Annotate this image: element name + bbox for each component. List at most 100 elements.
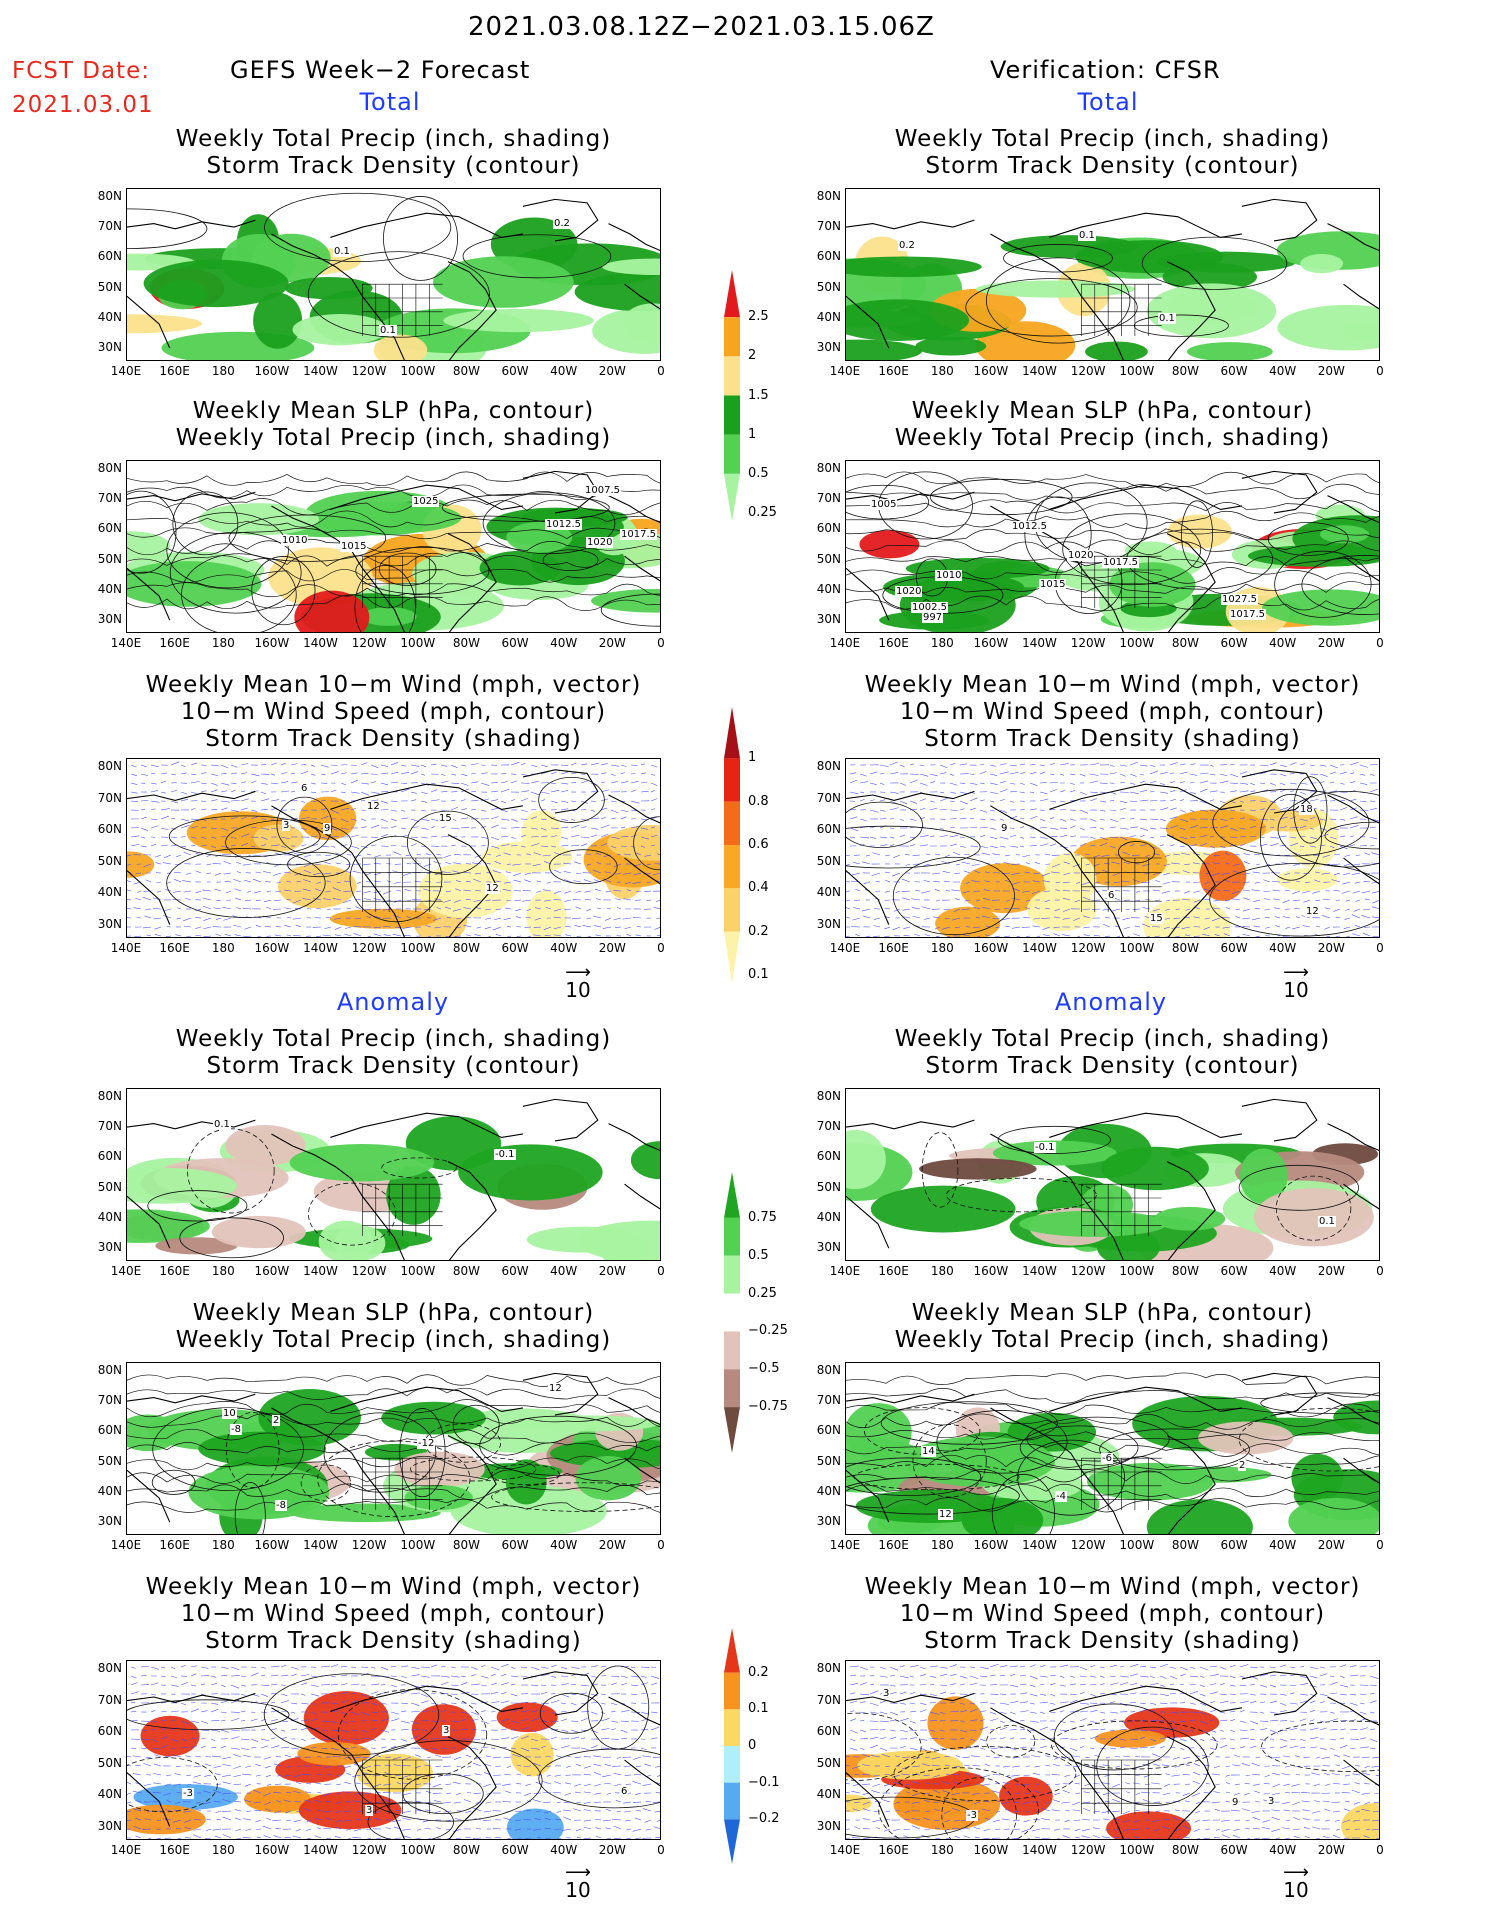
wind-vector: [440, 826, 446, 829]
wind-vector: [602, 926, 612, 929]
panel-title-cfsr-anom-precip-line1: Weekly Total Precip (inch, shading): [894, 1026, 1331, 1052]
wind-vector: [242, 1754, 252, 1758]
wind-vector: [1089, 791, 1098, 794]
wind-vector: [1259, 1711, 1265, 1714]
wind-vector: [127, 854, 132, 857]
wind-vector: [490, 836, 500, 841]
wind-vector: [516, 1764, 522, 1767]
wind-vector: [434, 926, 442, 929]
wind-vector: [384, 1764, 392, 1767]
wind-vector: [636, 890, 642, 892]
wind-vector: [290, 781, 298, 784]
wind-vector: [130, 1682, 138, 1686]
wind-vector: [394, 881, 402, 884]
coastline: [624, 857, 660, 885]
wind-vector: [613, 890, 622, 892]
wind-vector: [1019, 1665, 1026, 1668]
wind-vector: [1009, 764, 1017, 767]
wind-vector: [235, 1828, 242, 1832]
wind-vector: [175, 1801, 182, 1804]
lon-tick-label: 20W: [598, 364, 626, 378]
wind-vector: [846, 854, 851, 857]
wind-vector: [1179, 1738, 1187, 1742]
wind-vector: [889, 1729, 896, 1732]
wind-vector: [1249, 782, 1255, 786]
wind-vector: [480, 798, 490, 802]
wind-vector: [871, 1790, 881, 1794]
wind-vector: [632, 917, 642, 919]
contour-label: -0.1: [1034, 1142, 1056, 1153]
wind-vector: [1135, 890, 1141, 893]
wind-vector: [959, 1675, 968, 1679]
wind-vector: [573, 880, 582, 883]
wind-vector: [260, 764, 267, 766]
wind-vector: [1255, 1756, 1261, 1759]
wind-vector: [556, 1810, 562, 1814]
wind-vector: [919, 782, 928, 786]
wind-vector: [1079, 1683, 1086, 1686]
wind-vector: [516, 1773, 522, 1776]
wind-vector: [495, 854, 502, 857]
wind-vector: [494, 917, 502, 921]
wind-vector: [453, 862, 462, 865]
wind-vector: [1343, 926, 1351, 930]
wind-vector: [1359, 1737, 1366, 1740]
contour-line: [152, 1407, 304, 1491]
wind-vector: [190, 1720, 199, 1723]
wind-vector: [1032, 880, 1041, 883]
wind-vector: [1211, 872, 1221, 876]
wind-vector: [1139, 1675, 1149, 1678]
lon-tick-label: 140W: [303, 1538, 338, 1552]
wind-vector: [536, 1836, 542, 1839]
lon-tick-label: 80W: [452, 636, 481, 650]
wind-vector: [902, 908, 911, 911]
wind-vector: [506, 935, 512, 937]
wind-vector: [1075, 881, 1081, 884]
wind-vector: [354, 1828, 362, 1832]
wind-vector: [160, 1666, 166, 1669]
wind-vector: [605, 1827, 612, 1830]
lon-tick-label: 20W: [598, 941, 626, 955]
wind-vector: [1184, 1800, 1191, 1803]
wind-vector: [1204, 881, 1211, 884]
wind-vector: [854, 1801, 861, 1804]
wind-vector: [150, 818, 158, 821]
wind-vector: [460, 808, 467, 811]
wind-vector: [193, 1834, 202, 1839]
lon-tick-label: 40W: [550, 364, 578, 378]
shading-region: [1253, 1188, 1374, 1247]
wind-vector: [999, 798, 1005, 802]
wind-vector: [1249, 818, 1256, 821]
wind-vector: [424, 1828, 432, 1830]
wind-vector: [490, 1747, 496, 1749]
contour-label: 9: [323, 823, 332, 834]
wind-vector: [1199, 1693, 1206, 1697]
wind-vector: [513, 872, 522, 876]
wind-vector: [1119, 1675, 1129, 1678]
isobar: [846, 471, 1379, 489]
wind-vector: [294, 1774, 302, 1778]
wind-vector: [1299, 1693, 1308, 1696]
wind-vector: [520, 1666, 527, 1669]
wind-vector: [200, 1729, 210, 1732]
wind-vector: [135, 1817, 142, 1821]
wind-vector: [230, 799, 240, 802]
panel-title-gefs-anom-slp-line1: Weekly Mean SLP (hPa, contour): [192, 1300, 595, 1326]
wind-vector: [502, 1801, 512, 1803]
lon-tick-label: 160E: [878, 1538, 909, 1552]
wind-vector: [961, 908, 971, 911]
shading-region: [188, 1465, 330, 1520]
wind-vector: [1232, 890, 1241, 895]
lat-tick-label: 80N: [97, 1363, 122, 1377]
wind-vector: [1049, 800, 1057, 803]
wind-vector: [1182, 1792, 1191, 1796]
wind-vector: [150, 772, 156, 775]
wind-vector: [853, 907, 861, 910]
wind-vector: [1295, 1773, 1301, 1776]
wind-vector: [1104, 917, 1111, 919]
wind-vector: [450, 1675, 460, 1678]
wind-vector: [1339, 835, 1346, 838]
wind-vector: [1339, 807, 1348, 811]
wind-vector: [873, 925, 881, 928]
wind-vector: [524, 926, 532, 928]
